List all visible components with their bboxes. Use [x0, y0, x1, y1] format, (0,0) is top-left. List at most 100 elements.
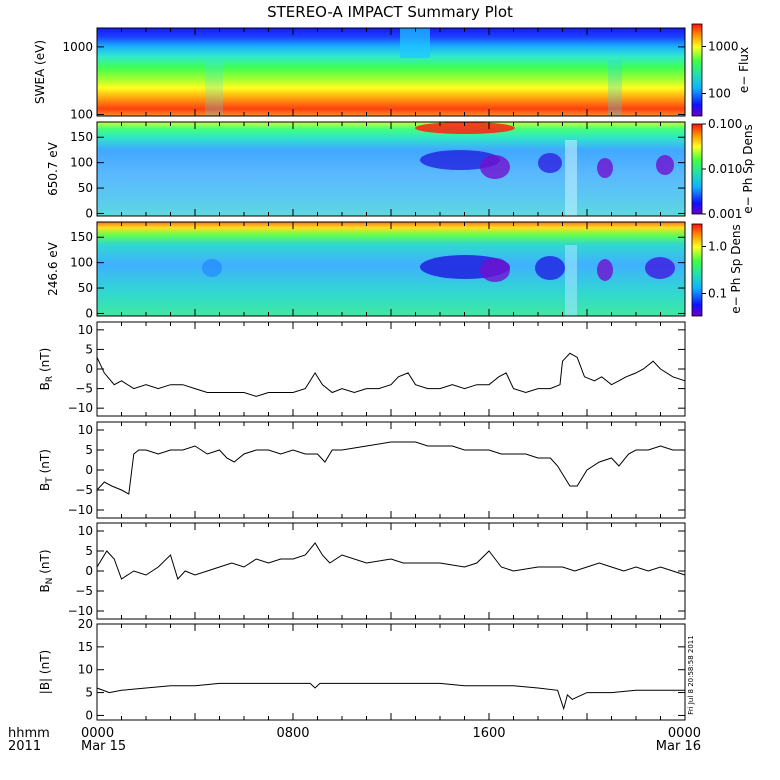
- pad-246-colorbar-ticks: 0.1 1.0: [702, 239, 727, 301]
- y-tick-label: 10: [78, 323, 93, 337]
- pad-246-feature: [480, 258, 510, 282]
- pad-650-colorbar-ticks: 0.001 0.010 0.100: [702, 117, 742, 221]
- br-panel: −10 −5 0 5 10 BR (nT): [38, 321, 686, 417]
- pad-246-x-ticks: [96, 222, 686, 316]
- plot-title: STEREO-A IMPACT Summary Plot: [267, 3, 513, 21]
- y-tick-label: 10: [78, 524, 93, 538]
- br-x-ticks: [96, 322, 686, 416]
- bn-ylabel: BN (nT): [38, 549, 55, 592]
- x-tick-label: 1600: [472, 726, 505, 741]
- colorbar-tick-label: 0.1: [708, 287, 727, 301]
- pad-246-colorbar-label: e− Ph Sp Dens: [729, 224, 743, 313]
- bn-panel: −10 −5 0 5 10 BN (nT): [38, 522, 686, 620]
- pad-650-y-axis: 0 50 100 150: [70, 130, 685, 220]
- colorbar-tick-label: 1.0: [708, 239, 727, 253]
- x-tick-label: 0800: [276, 726, 309, 741]
- y-tick-label: 50: [78, 281, 93, 295]
- y-tick-label: 100: [70, 256, 93, 270]
- y-tick-label: 0: [85, 362, 93, 376]
- y-tick-label: 15: [78, 640, 93, 654]
- y-tick-label: 5: [85, 443, 93, 457]
- swea-feature: [608, 60, 622, 116]
- pad-650-feature: [538, 153, 562, 173]
- pad-650-feature: [597, 158, 613, 178]
- y-tick-label: 150: [70, 130, 93, 144]
- pad-246-feature: [645, 257, 675, 279]
- swea-colorbar-label: e− Flux: [737, 47, 751, 93]
- y-tick-label: 150: [70, 230, 93, 244]
- pad-650-colorbar-label: e− Ph Sp Dens: [741, 124, 755, 213]
- pad-246-spectrogram: [97, 222, 685, 316]
- br-series-line: [96, 352, 686, 397]
- timestamp-stamp: Fri Jul 8 20:58:58 2011: [687, 635, 695, 714]
- bmag-x-ticks: [96, 624, 686, 720]
- y-tick-label: 1000: [62, 40, 93, 54]
- pad-650-feature: [480, 155, 510, 179]
- pad-650-feature: [420, 150, 500, 170]
- pad-650-panel: 0 50 100 150 650.7 eV 0.001 0.010 0.100 e− Ph…: [46, 117, 755, 221]
- y-tick-label: 0: [85, 564, 93, 578]
- y-tick-label: 5: [85, 686, 93, 700]
- pad-246-ylabel: 246.6 eV: [46, 241, 60, 296]
- y-tick-label: 0: [85, 206, 93, 220]
- y-tick-label: 100: [70, 156, 93, 170]
- y-tick-label: −10: [68, 401, 93, 415]
- bmag-panel: 0 5 10 15 20 |B| (nT) Fri Jul 8 20:58:58 201…: [38, 617, 695, 722]
- pad-246-colorbar: [691, 223, 703, 317]
- pad-650-x-ticks: [96, 122, 686, 216]
- y-tick-label: 50: [78, 181, 93, 195]
- bt-x-ticks: [96, 422, 686, 518]
- pad-246-panel: 0 50 100 150 246.6 eV 0.1 1.0 e− Ph Sp Dens: [46, 221, 743, 320]
- y-tick-label: −5: [75, 382, 93, 396]
- y-tick-label: −5: [75, 483, 93, 497]
- bt-ylabel: BT (nT): [38, 449, 55, 491]
- bmag-y-axis: 0 5 10 15 20: [78, 617, 685, 722]
- pad-246-feature: [565, 245, 577, 316]
- swea-colorbar-ticks: 100 1000: [702, 39, 739, 101]
- y-tick-label: 0: [85, 306, 93, 320]
- br-y-axis: −10 −5 0 5 10: [68, 323, 685, 415]
- x-tick-label: 0000: [81, 726, 114, 741]
- pad-650-spectrogram: [97, 122, 685, 216]
- swea-feature: [400, 28, 430, 58]
- swea-y-axis: 100 1000: [62, 40, 685, 121]
- bt-y-axis: −10 −5 0 5 10: [68, 423, 685, 517]
- bt-panel: −10 −5 0 5 10 BT (nT): [38, 421, 686, 519]
- swea-feature: [205, 60, 223, 116]
- y-tick-label: 0: [85, 708, 93, 722]
- colorbar-tick-label: 1000: [708, 39, 739, 53]
- bmag-frame: [96, 623, 686, 721]
- bn-y-axis: −10 −5 0 5 10: [68, 524, 685, 618]
- bt-frame: [96, 421, 686, 519]
- x-row2-label: 2011: [8, 739, 41, 754]
- br-ylabel: BR (nT): [38, 348, 55, 391]
- swea-colorbar: [691, 23, 703, 117]
- pad-246-feature: [202, 259, 222, 277]
- pad-246-feature: [597, 259, 613, 281]
- swea-x-ticks: [96, 28, 686, 116]
- x-date-label: Mar 15: [81, 739, 126, 754]
- colorbar-tick-label: 0.100: [708, 117, 742, 131]
- y-tick-label: 20: [78, 617, 93, 631]
- bt-series-line: [96, 441, 685, 495]
- x-tick-label: 0000: [668, 726, 701, 741]
- y-tick-label: 10: [78, 423, 93, 437]
- y-tick-label: 0: [85, 463, 93, 477]
- bmag-ylabel: |B| (nT): [38, 650, 52, 694]
- pad-650-feature: [565, 140, 577, 216]
- y-tick-label: −10: [68, 503, 93, 517]
- swea-ylabel: SWEA (eV): [33, 40, 47, 104]
- y-tick-label: 5: [85, 544, 93, 558]
- x-row1-label: hhmm: [8, 726, 50, 741]
- bmag-series-line: [96, 682, 685, 711]
- y-tick-label: −10: [68, 604, 93, 618]
- pad-650-colorbar: [691, 123, 703, 215]
- y-tick-label: 5: [85, 342, 93, 356]
- y-tick-label: 10: [78, 663, 93, 677]
- swea-panel: 100 1000 SWEA (eV) 100 1000 e− Flux: [33, 23, 751, 121]
- bn-x-ticks: [96, 523, 686, 619]
- colorbar-tick-label: 100: [708, 87, 731, 101]
